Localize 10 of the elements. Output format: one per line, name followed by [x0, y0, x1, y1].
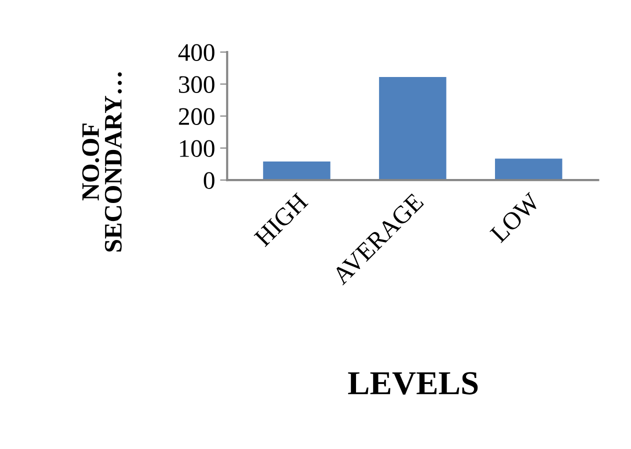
y-tick-label: 300 [179, 76, 214, 93]
y-tick-label: 200 [178, 108, 214, 125]
y-tick-label: 0 [204, 172, 214, 189]
bar [494, 158, 562, 180]
y-tick-label: 400 [178, 44, 214, 62]
x-axis-title: LEVELS [348, 372, 478, 395]
y-axis-title: NO.OF SECONDARY… [82, 72, 122, 252]
y-tick-label: 100 [180, 140, 214, 157]
bar [263, 161, 330, 180]
bar [379, 77, 446, 180]
